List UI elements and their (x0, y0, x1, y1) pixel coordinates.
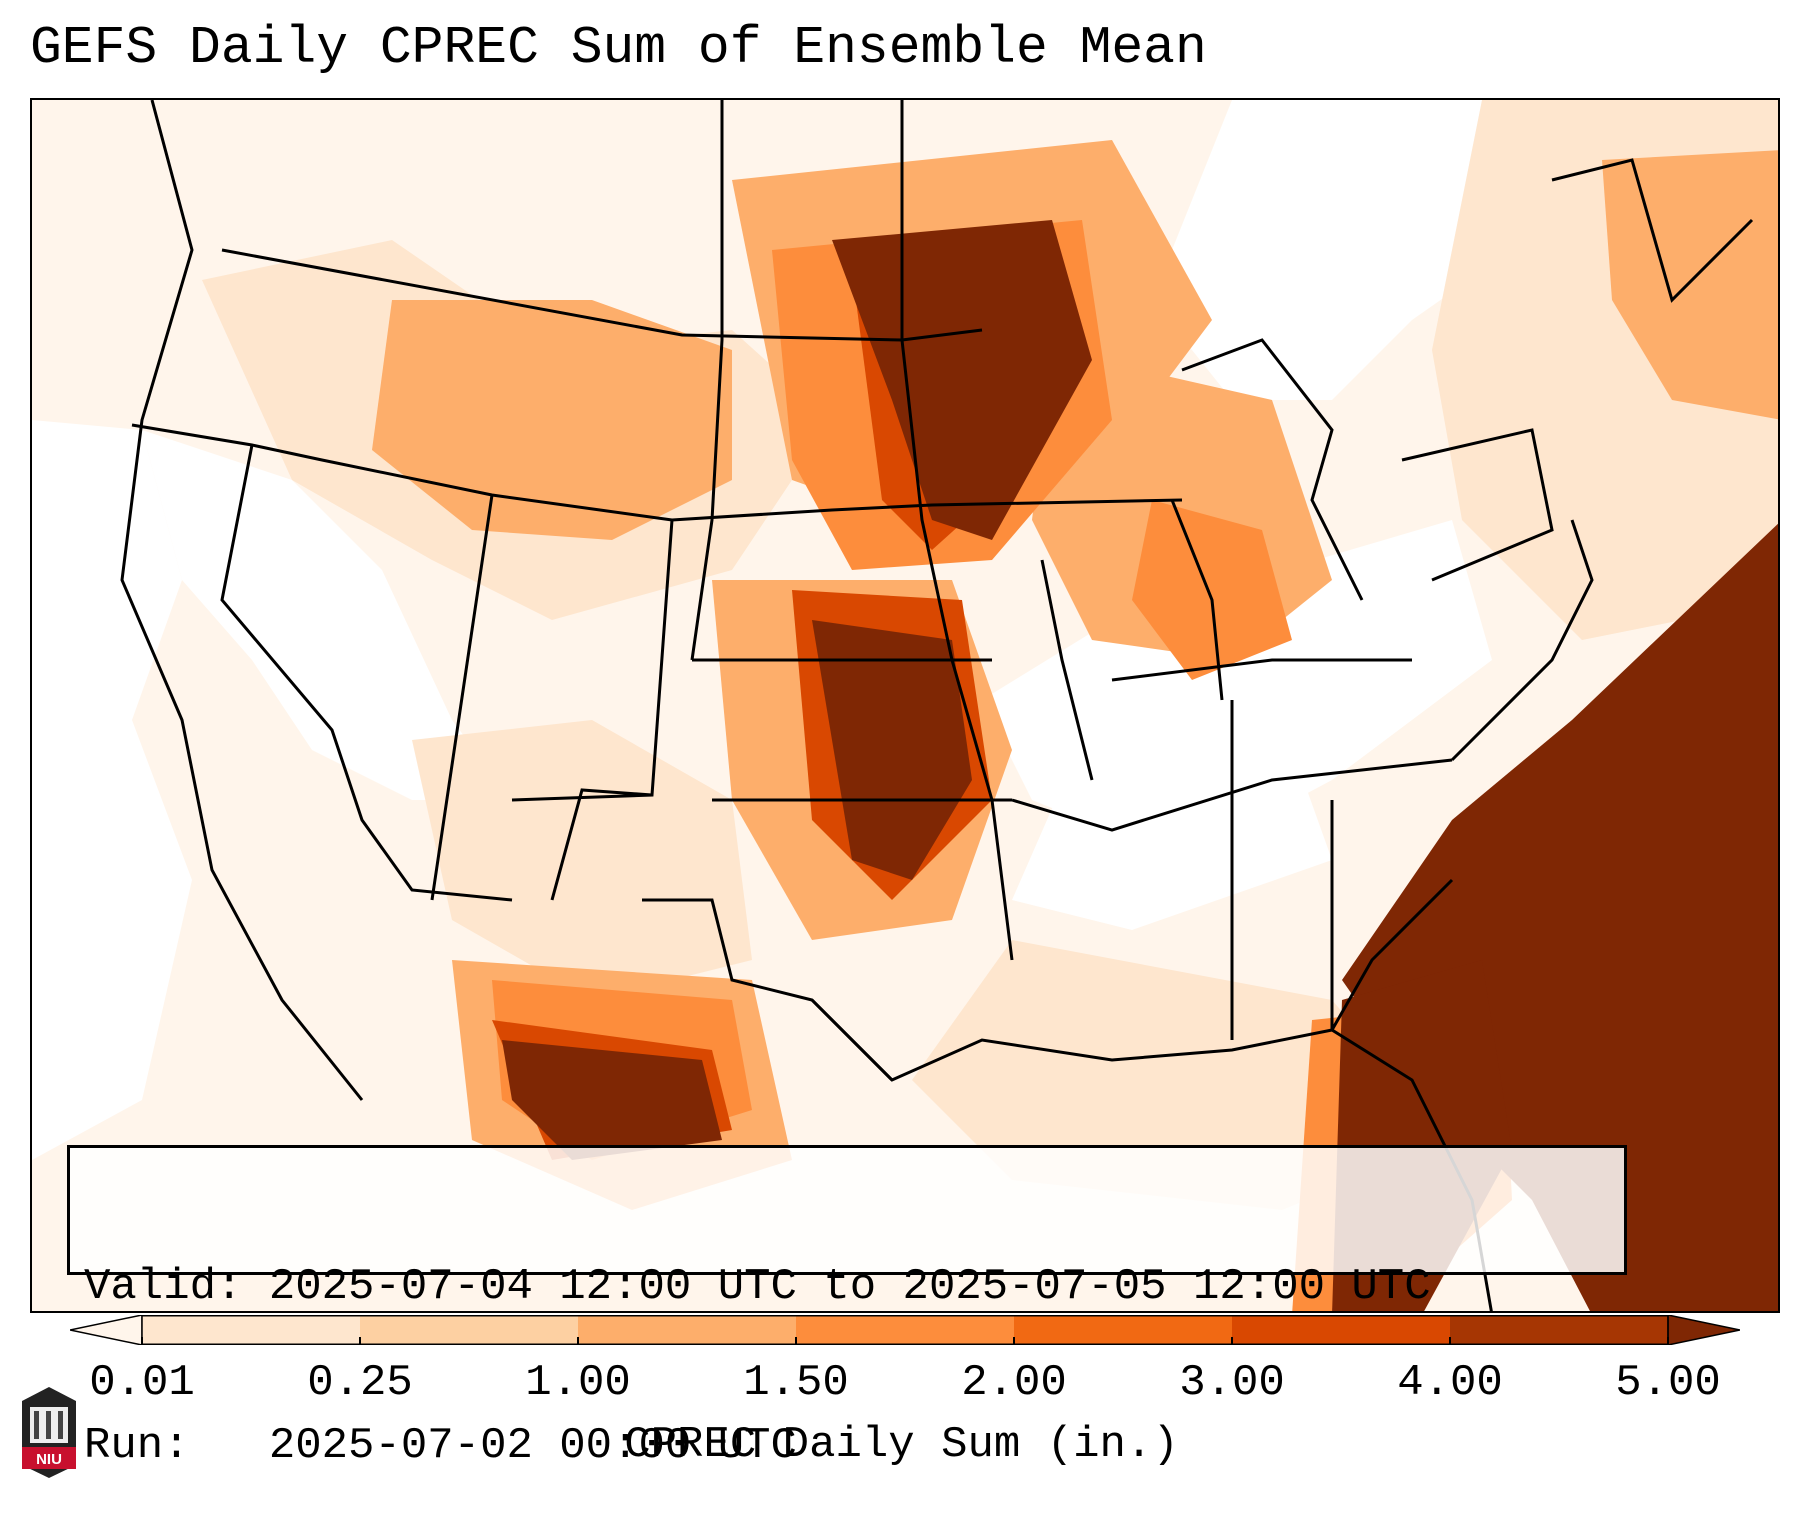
colorbar-tick-label: 0.25 (307, 1358, 413, 1408)
colorbar-tick-label: 0.01 (89, 1358, 195, 1408)
colorbar-tick-label: 5.00 (1615, 1358, 1721, 1408)
niu-logo: NIU (22, 1387, 76, 1478)
colorbar-tick-label: 3.00 (1179, 1358, 1285, 1408)
run-time-line: Run: 2025-07-02 00:00 UTC (84, 1421, 797, 1471)
colorbar-tick-label: 2.00 (961, 1358, 1067, 1408)
niu-logo-text: NIU (36, 1451, 62, 1468)
colorbar-tick-label: 1.50 (743, 1358, 849, 1408)
map-title: GEFS Daily CPREC Sum of Ensemble Mean (30, 18, 1207, 78)
valid-run-info-box: Valid: 2025-07-04 12:00 UTC to 2025-07-0… (67, 1145, 1627, 1471)
colorbar-segment (578, 1315, 797, 1345)
precip-shading (32, 100, 1778, 1311)
colorbar-segment (142, 1315, 361, 1345)
precip-map (30, 98, 1780, 1313)
colorbar-extend-max (1667, 1315, 1740, 1345)
colorbar-label: CPREC Daily Sum (in.) (624, 1420, 1179, 1470)
colorbar-tick-label: 4.00 (1397, 1358, 1503, 1408)
colorbar-segment (1232, 1315, 1451, 1345)
colorbar-segment (1450, 1315, 1669, 1345)
colorbar-segment (1014, 1315, 1233, 1345)
map-canvas (32, 100, 1778, 1311)
colorbar-tick-label: 1.00 (525, 1358, 631, 1408)
colorbar-segment (796, 1315, 1015, 1345)
colorbar (70, 1315, 1740, 1345)
colorbar-extend-min (70, 1315, 143, 1345)
colorbar-segment (360, 1315, 579, 1345)
valid-time-line: Valid: 2025-07-04 12:00 UTC to 2025-07-0… (84, 1262, 1431, 1312)
